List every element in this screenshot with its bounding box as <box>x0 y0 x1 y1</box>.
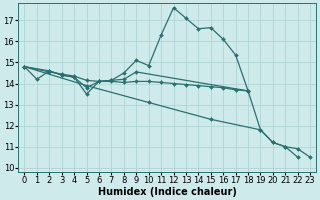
X-axis label: Humidex (Indice chaleur): Humidex (Indice chaleur) <box>98 187 237 197</box>
